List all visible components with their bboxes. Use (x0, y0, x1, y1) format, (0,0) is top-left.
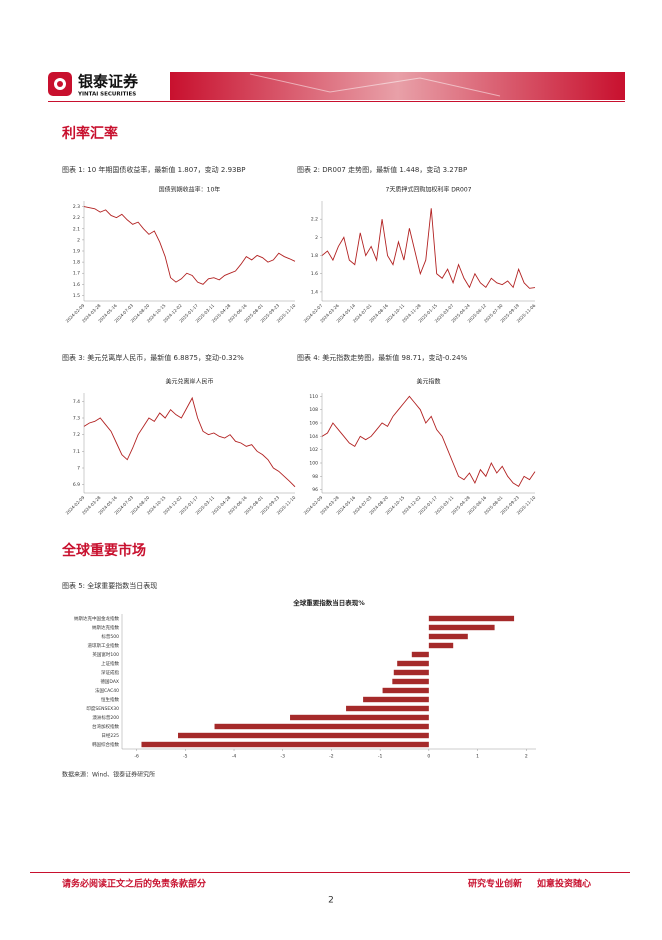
x-tick-label: 1 (476, 754, 479, 760)
bar (141, 741, 429, 748)
x-tick-label: -6 (134, 754, 139, 760)
y-tick-label: 澳洲标普200 (92, 714, 119, 721)
y-tick-label: 恒生指数 (101, 696, 119, 703)
y-tick-label: 100 (309, 461, 318, 467)
bar (382, 687, 429, 694)
chart-title: 美元兑离岸人民币 (165, 378, 213, 386)
y-tick-label: 110 (309, 394, 318, 400)
y-tick-label: 1.6 (73, 282, 80, 288)
chart-title: 全球重要指数当日表现% (292, 598, 365, 607)
y-tick-label: 7 (77, 466, 80, 472)
caption: 图表 1: 10 年期国债收益率，最新值 1.807，变动 2.93BP (62, 165, 246, 174)
x-tick-label: -1 (378, 754, 383, 760)
y-tick-label: 1.9 (73, 249, 80, 255)
y-tick-label: 106 (309, 421, 318, 427)
header-deco (249, 73, 501, 97)
y-tick-label: 法国CAC40 (95, 687, 119, 694)
series-line (83, 396, 296, 488)
caption: 图表 3: 美元兑离岸人民币，最新值 6.8875，变动-0.32% (62, 353, 244, 362)
y-tick-label: 标普500 (101, 633, 119, 640)
bar (428, 624, 495, 631)
y-tick-label: 2.3 (73, 204, 80, 210)
y-tick-label: 道琼斯工业指数 (88, 642, 120, 649)
y-tick-label: 7.2 (73, 432, 80, 438)
y-tick-label: 深证成指 (101, 669, 119, 676)
y-tick-label: 2.1 (73, 226, 80, 232)
y-tick-label: 7.3 (73, 416, 80, 422)
bar (392, 678, 429, 685)
y-tick-label: 7.4 (73, 399, 80, 405)
x-tick-label: 2 (525, 754, 528, 760)
y-tick-label: 1.5 (73, 293, 80, 299)
chart-title: 国债到期收益率：10年 (159, 186, 221, 194)
y-tick-label: 6.9 (73, 482, 80, 488)
y-tick-label: 1.8 (311, 253, 318, 259)
brand: 银泰证券 (78, 73, 139, 91)
y-tick-label: 1.8 (73, 260, 80, 266)
chart-title: 7天质押式回购加权利率 DR007 (386, 186, 472, 194)
y-tick-label: 印度SENSEX30 (86, 705, 119, 712)
section-title: 利率汇率 (62, 125, 118, 142)
x-tick-label: -2 (329, 754, 334, 760)
footer-note: 请务必阅读正文之后的免责条款部分 (62, 878, 206, 890)
y-tick-label: 台湾加权指数 (92, 723, 119, 730)
bar (290, 714, 429, 721)
y-tick-label: 98 (312, 474, 318, 480)
series-line (321, 208, 536, 289)
chart-title: 美元指数 (416, 378, 440, 386)
bar (178, 732, 429, 739)
logo-dot (57, 81, 63, 87)
source: 数据来源：Wind、银泰证券研究所 (62, 771, 155, 779)
bar (428, 642, 454, 649)
section-title: 全球重要市场 (61, 542, 146, 559)
y-tick-label: 7.1 (73, 449, 80, 455)
brand-en: YINTAI SECURITIES (77, 92, 136, 98)
x-tick-label: -3 (280, 754, 285, 760)
x-tick-label: 0 (427, 754, 430, 760)
y-tick-label: 1.7 (73, 271, 80, 277)
y-tick-label: 纳斯达克指数 (92, 624, 119, 631)
bar (411, 651, 429, 658)
footer-slogan: 如意投资随心 (537, 878, 591, 890)
y-tick-label: 日经225 (101, 732, 119, 739)
page-number: 2 (328, 896, 334, 906)
y-tick-label: 108 (309, 407, 318, 413)
bar (346, 705, 429, 712)
series-line (321, 395, 536, 487)
y-tick-label: 2.2 (311, 217, 318, 223)
bar (393, 669, 429, 676)
header-band (170, 72, 625, 100)
header-rule (48, 101, 625, 102)
y-tick-label: 2 (315, 235, 318, 241)
y-tick-label: 上证指数 (101, 660, 119, 667)
caption: 图表 4: 美元指数走势图，最新值 98.71，变动-0.24% (297, 353, 468, 362)
y-tick-label: 1.6 (311, 271, 318, 277)
header: 银泰证券 YINTAI SECURITIES (48, 72, 625, 102)
y-tick-label: 2 (77, 237, 80, 243)
y-tick-label: 2.2 (73, 215, 80, 221)
y-tick-label: 德国DAX (100, 678, 119, 685)
y-tick-label: 104 (309, 434, 318, 440)
footer-slogan: 研究专业创新 (468, 878, 522, 890)
bar (363, 696, 429, 703)
x-tick-label: -4 (232, 754, 237, 760)
bar (397, 660, 429, 667)
bar (214, 723, 429, 730)
series-line (83, 206, 296, 285)
y-tick-label: 102 (309, 447, 318, 453)
footer-rule (30, 872, 630, 873)
y-tick-label: 英国富时100 (92, 651, 119, 658)
y-tick-label: 韩国综合指数 (92, 741, 119, 748)
caption: 图表 2: DR007 走势图，最新值 1.448，变动 3.27BP (297, 165, 467, 174)
caption: 图表 5: 全球重要指数当日表现 (62, 581, 157, 590)
bar (428, 615, 515, 622)
y-tick-label: 1.4 (311, 289, 318, 295)
bar (428, 633, 468, 640)
y-tick-label: 纳斯达克中国金龙指数 (74, 615, 119, 622)
x-tick-label: -5 (183, 754, 188, 760)
y-tick-label: 96 (312, 487, 318, 493)
